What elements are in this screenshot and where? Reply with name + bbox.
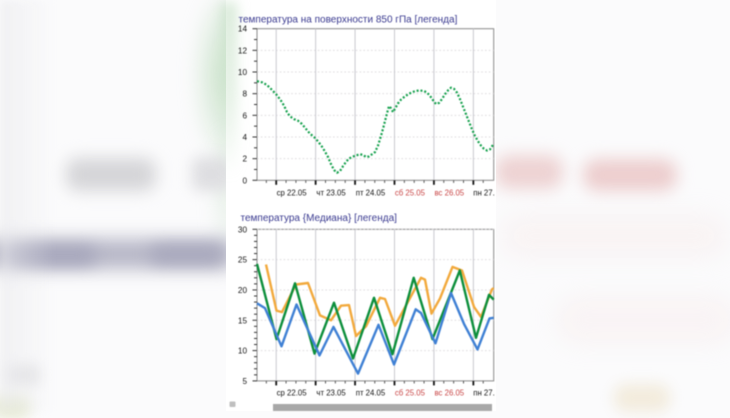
svg-text:ср 22.05: ср 22.05 <box>277 189 308 198</box>
svg-text:пт 24.05: пт 24.05 <box>356 189 386 198</box>
svg-text:15: 15 <box>238 316 248 325</box>
svg-text:0: 0 <box>242 176 247 185</box>
svg-text:температура на поверхности 850: температура на поверхности 850 гПа [леге… <box>239 14 458 25</box>
svg-text:пт 24.05: пт 24.05 <box>356 388 386 397</box>
svg-text:6: 6 <box>242 111 247 120</box>
svg-text:температура {Медиана} [легенда: температура {Медиана} [легенда] <box>241 213 398 224</box>
svg-text:5: 5 <box>242 377 247 386</box>
svg-text:вс 26.05: вс 26.05 <box>435 388 465 397</box>
svg-text:сб 25.05: сб 25.05 <box>395 189 426 198</box>
svg-text:чт 23.05: чт 23.05 <box>316 388 346 397</box>
svg-text:пн 27.: пн 27. <box>473 388 495 397</box>
svg-text:10: 10 <box>238 347 248 356</box>
svg-text:пн 27.: пн 27. <box>473 189 495 198</box>
svg-text:вс 26.05: вс 26.05 <box>435 189 465 198</box>
svg-text:чт 23.05: чт 23.05 <box>316 189 346 198</box>
svg-text:4: 4 <box>242 133 247 142</box>
svg-text:8: 8 <box>242 90 247 99</box>
svg-text:10: 10 <box>238 68 248 77</box>
svg-text:2: 2 <box>242 155 247 164</box>
svg-text:14: 14 <box>238 25 248 34</box>
svg-text:25: 25 <box>238 256 248 265</box>
svg-text:12: 12 <box>238 46 248 55</box>
svg-text:сб 25.05: сб 25.05 <box>395 388 426 397</box>
svg-text:20: 20 <box>238 286 248 295</box>
svg-text:ср 22.05: ср 22.05 <box>277 388 308 397</box>
svg-text:30: 30 <box>238 225 248 234</box>
